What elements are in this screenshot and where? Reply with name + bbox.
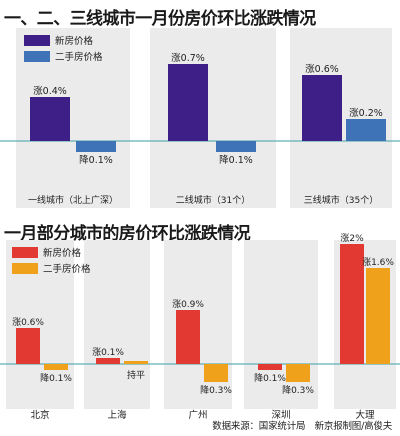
chart1-value-label-二线城市（31个）-新房价格: 涨0.7% [171,53,205,64]
chart2-value-label-广州-二手房价格: 降0.3% [200,384,232,396]
chart2-value-label-大理-新房价格: 涨2% [340,233,364,244]
chart1-value-label-一线城市（北上广深）-二手房价格: 降0.1% [79,154,113,166]
chart2-value-label-大理-二手房价格: 涨1.6% [362,257,394,268]
legend-item-second-hand: 二手房价格 [24,50,103,63]
legend-swatch-second-hand [12,262,38,274]
chart2-bar-广州-二手房价格 [204,364,228,382]
chart1-value-label-三线城市（35个）-二手房价格: 涨0.2% [349,108,383,119]
chart2-value-label-深圳-新房价格: 降0.1% [254,372,286,384]
chart2-title: 一月部分城市的房价环比涨跌情况 [4,224,251,244]
chart2-value-label-北京-二手房价格: 降0.1% [40,372,72,384]
chart1-value-label-三线城市（35个）-新房价格: 涨0.6% [305,64,339,75]
chart2-value-label-北京-新房价格: 涨0.6% [12,317,44,328]
legend-label-new-house: 新房价格 [55,36,94,47]
chart1-bar-三线城市（35个）-二手房价格 [346,119,386,141]
chart2-bar-北京-新房价格 [16,328,40,364]
chart1-bar-二线城市（31个）-新房价格 [168,64,208,141]
chart2-category-label-1: 上海 [107,409,127,421]
legend-item-second-hand: 二手房价格 [12,262,91,275]
chart2-bar-大理-二手房价格 [366,268,390,364]
chart2-legend: 新房价格 二手房价格 [12,246,91,275]
legend-swatch-new-house [24,34,50,46]
source-credit: 数据来源：国家统计局 新京报制图/高俊夫 [212,421,392,432]
chart1-category-label-1: 二线城市（31个） [176,194,250,206]
chart2-bar-大理-新房价格 [340,244,364,364]
chart2-category-label-3: 深圳 [271,410,290,421]
chart1-bar-一线城市（北上广深）-新房价格 [30,97,70,141]
chart2-bar-上海-新房价格 [96,358,120,364]
legend-item-new-house: 新房价格 [24,34,103,47]
chart1-value-label-二线城市（31个）-二手房价格: 降0.1% [219,154,253,166]
chart1-bar-三线城市（35个）-新房价格 [302,75,342,141]
chart2-panel-1 [84,240,150,409]
chart2-category-label-4: 大理 [355,409,375,421]
chart1-bar-一线城市（北上广深）-二手房价格 [76,141,116,152]
chart1-value-label-一线城市（北上广深）-新房价格: 涨0.4% [33,86,67,97]
chart2-bar-上海-二手房价格 [124,361,148,364]
chart1-bar-二线城市（31个）-二手房价格 [216,141,256,152]
legend-swatch-new-house [12,246,38,258]
chart2-bar-北京-二手房价格 [44,364,68,370]
legend-swatch-second-hand [24,50,50,62]
legend-label-second-hand: 二手房价格 [43,264,91,275]
chart2-bar-深圳-二手房价格 [286,364,310,382]
chart2-value-label-上海-新房价格: 涨0.1% [92,347,124,358]
chart1-title: 一、二、三线城市一月份房价环比涨跌情况 [4,9,316,29]
chart2-value-label-广州-新房价格: 涨0.9% [172,299,204,310]
chart2-category-label-2: 广州 [188,409,207,421]
legend-label-second-hand: 二手房价格 [55,52,103,63]
chart1-category-label-2: 三线城市（35个） [304,194,378,206]
chart1-legend: 新房价格 二手房价格 [24,34,103,63]
legend-item-new-house: 新房价格 [12,246,91,259]
chart2-value-label-深圳-二手房价格: 降0.3% [282,384,314,396]
chart2-value-label-上海-二手房价格: 持平 [127,369,145,381]
chart2-bar-深圳-新房价格 [258,364,282,370]
legend-label-new-house: 新房价格 [43,248,82,259]
chart2-bar-广州-新房价格 [176,310,200,364]
chart2-category-label-0: 北京 [30,409,49,421]
chart1-category-label-0: 一线城市（北上广深） [28,194,118,206]
